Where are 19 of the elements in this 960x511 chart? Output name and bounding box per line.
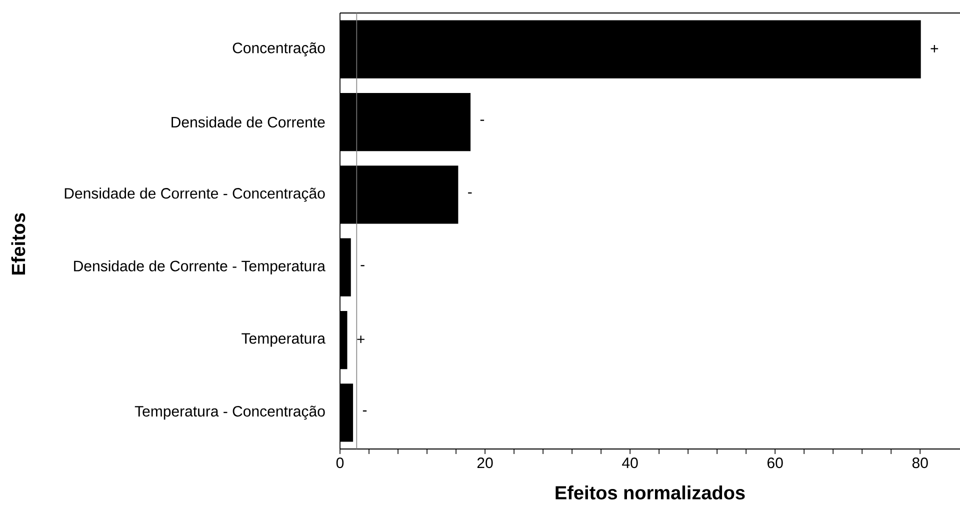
- x-tick-label: 80: [912, 458, 928, 468]
- y-tick-label: Densidade de Corrente - Temperatura: [74, 260, 326, 274]
- y-tick-label: Densidade de Corrente: [172, 116, 325, 128]
- x-axis-title: Efeitos normalizados: [556, 486, 745, 500]
- data-label: -: [360, 265, 364, 266]
- data-label: +: [930, 45, 938, 52]
- y-tick-label: Densidade de Corrente - Concentração: [64, 188, 325, 202]
- y-tick-label: Temperatura: [242, 333, 326, 347]
- x-tick-label: 20: [477, 458, 493, 468]
- x-tick-label: 0: [336, 458, 344, 468]
- x-tick-label: 40: [622, 458, 638, 468]
- data-label: -: [468, 192, 472, 194]
- data-label: -: [362, 410, 367, 412]
- y-tick-label: Concentração: [232, 42, 325, 56]
- x-tick-label: 60: [768, 458, 783, 468]
- y-axis-title: Efeitos: [11, 213, 26, 274]
- data-label: -: [480, 120, 484, 121]
- y-tick-label: Temperatura - Concentração: [134, 406, 325, 420]
- data-label: +: [357, 336, 364, 344]
